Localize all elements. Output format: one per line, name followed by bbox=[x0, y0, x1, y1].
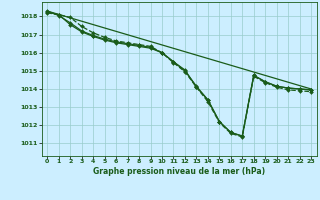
X-axis label: Graphe pression niveau de la mer (hPa): Graphe pression niveau de la mer (hPa) bbox=[93, 167, 265, 176]
